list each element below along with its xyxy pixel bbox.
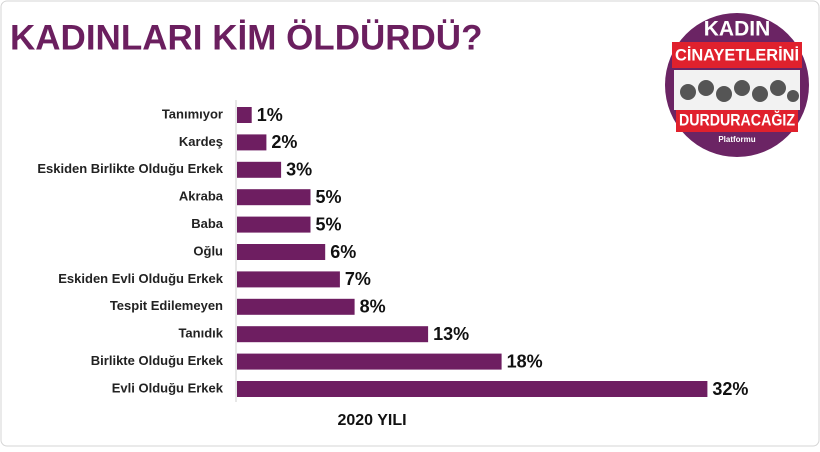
value-label: 13% bbox=[433, 324, 469, 344]
bar bbox=[237, 189, 311, 206]
bar bbox=[237, 134, 267, 151]
bar bbox=[237, 107, 252, 123]
chart-title: KADINLARI KİM ÖLDÜRDÜ? bbox=[10, 18, 482, 57]
value-label: 5% bbox=[316, 214, 342, 234]
category-label: Baba bbox=[191, 216, 224, 231]
category-label: Eskiden Evli Olduğu Erkek bbox=[58, 271, 223, 286]
face bbox=[787, 90, 799, 102]
logo-band bbox=[672, 42, 802, 68]
category-label: Eskiden Birlikte Olduğu Erkek bbox=[37, 161, 223, 176]
category-label: Birlikte Olduğu Erkek bbox=[91, 353, 224, 368]
logo-text: KADIN bbox=[704, 18, 771, 41]
face bbox=[698, 80, 714, 96]
value-label: 7% bbox=[345, 269, 371, 289]
category-label: Tespit Edilemeyen bbox=[110, 298, 223, 313]
bar bbox=[237, 353, 502, 370]
value-label: 32% bbox=[712, 379, 748, 399]
bar bbox=[237, 216, 311, 233]
category-label: Evli Olduğu Erkek bbox=[112, 380, 224, 395]
logo-text: Platformu bbox=[718, 135, 755, 144]
face bbox=[734, 80, 750, 96]
bar bbox=[237, 326, 429, 343]
logo-text: DURDURACAĞIZ bbox=[679, 110, 795, 129]
face bbox=[752, 86, 768, 102]
category-label: Oğlu bbox=[193, 243, 223, 258]
value-label: 3% bbox=[286, 160, 312, 180]
face bbox=[770, 80, 786, 96]
logo: KADIN CİNAYETLERİNİ DURDURACAĞIZ Platfor… bbox=[665, 13, 809, 157]
value-label: 6% bbox=[330, 242, 356, 262]
category-label: Akraba bbox=[179, 189, 224, 204]
face bbox=[680, 84, 696, 100]
category-label: Tanımıyor bbox=[162, 106, 223, 121]
bar bbox=[237, 381, 708, 397]
value-label: 8% bbox=[360, 297, 386, 317]
bar bbox=[237, 244, 326, 260]
bar bbox=[237, 271, 340, 288]
value-label: 2% bbox=[271, 132, 297, 152]
category-label: Tanıdık bbox=[178, 326, 223, 341]
value-label: 18% bbox=[507, 351, 543, 371]
bar bbox=[237, 298, 355, 315]
logo-text: CİNAYETLERİNİ bbox=[675, 45, 799, 64]
value-label: 5% bbox=[316, 187, 342, 207]
logo-band bbox=[676, 110, 798, 132]
face bbox=[716, 86, 732, 102]
category-label: Kardeş bbox=[179, 134, 223, 149]
value-label: 1% bbox=[257, 105, 283, 125]
bar bbox=[237, 161, 282, 178]
x-axis-label: 2020 YILI bbox=[337, 412, 406, 429]
